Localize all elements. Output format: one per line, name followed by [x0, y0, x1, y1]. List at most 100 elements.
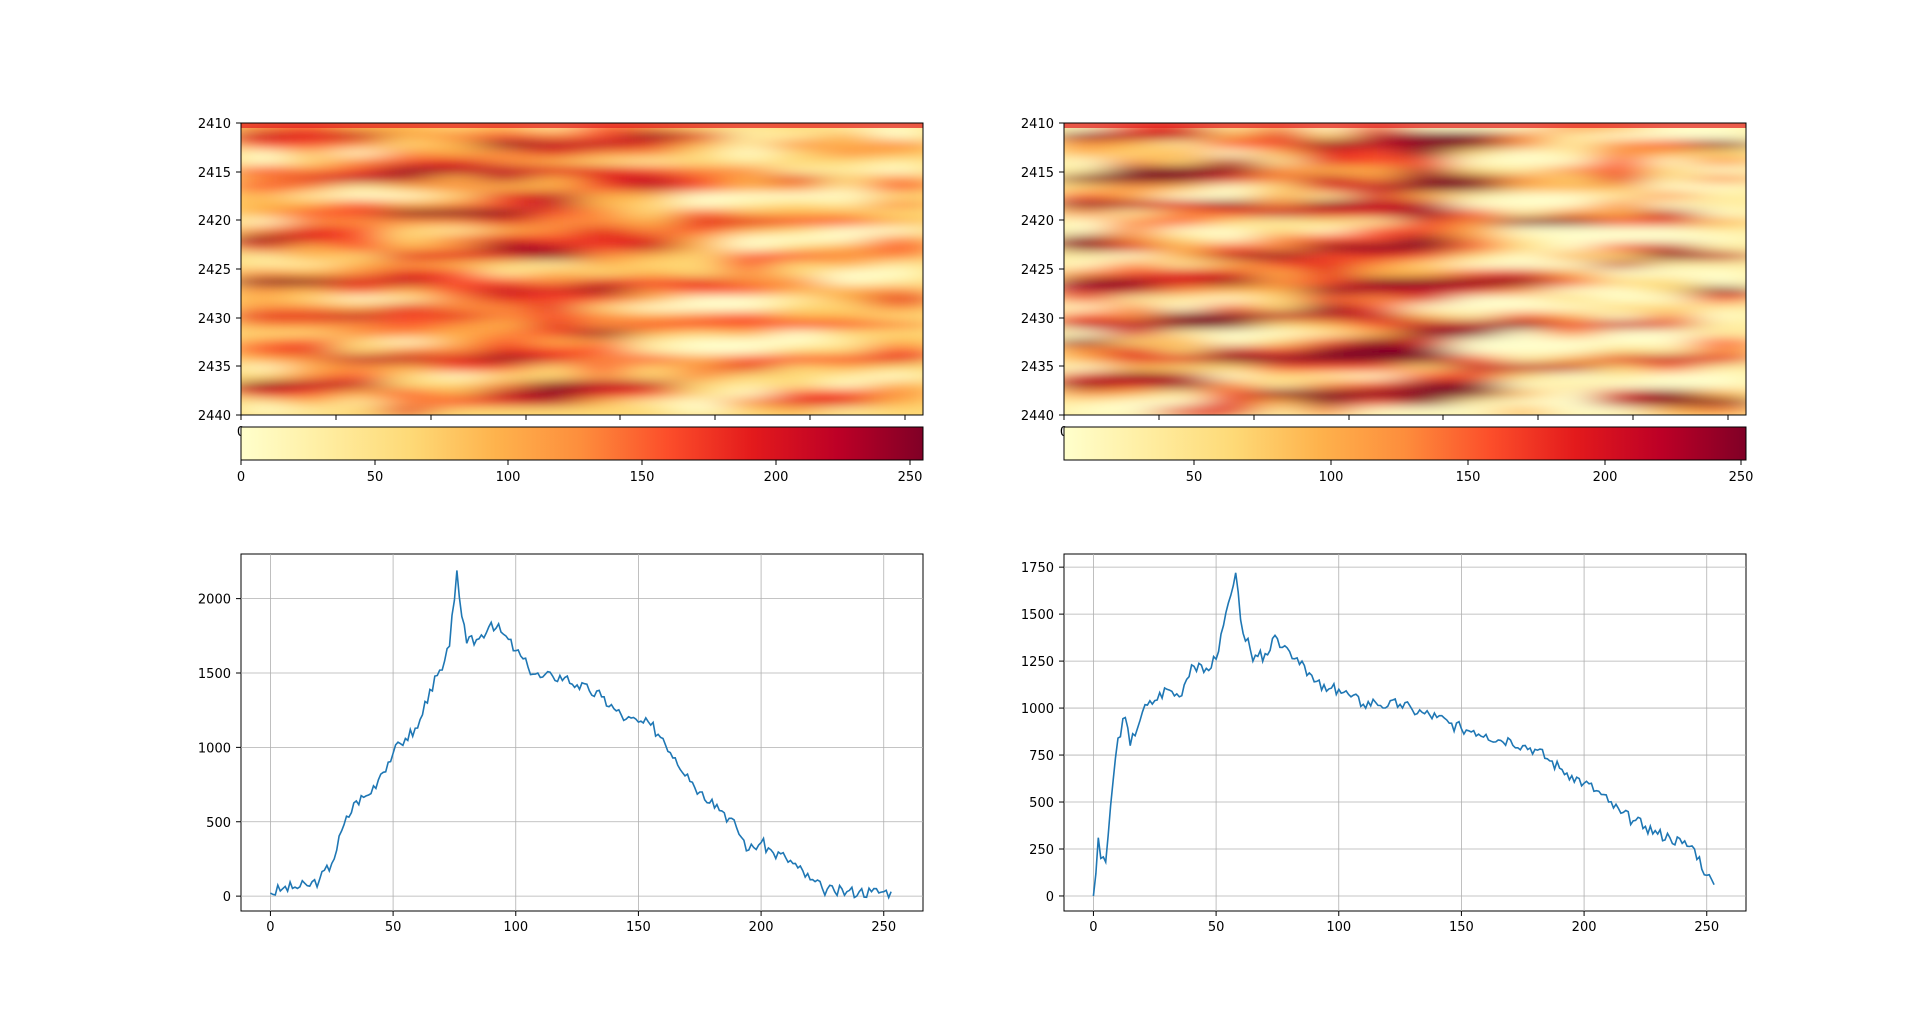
heatmap-2-cell	[1303, 234, 1361, 245]
heatmap-2-cell	[1595, 380, 1653, 391]
heatmap-2-cell	[1352, 329, 1409, 339]
line-chart-2-ytick-label: 1750	[1021, 561, 1054, 576]
heatmap-1-cell	[383, 286, 440, 296]
heatmap-1-cell	[480, 243, 538, 253]
heatmap-2-cell	[1352, 260, 1409, 270]
heatmap-2-cell	[1449, 208, 1507, 219]
heatmap-2-cell	[1449, 157, 1507, 167]
heatmap-2-cell	[1254, 226, 1312, 236]
heatmap-2-cell	[1254, 157, 1312, 167]
heatmap-1-cell	[578, 140, 635, 150]
heatmap-1-cell	[480, 311, 538, 322]
heatmap-1-cell	[724, 311, 781, 322]
heatmap-1-cell	[334, 148, 392, 159]
heatmap-2-cell	[1595, 217, 1653, 228]
heatmap-2-cell	[1693, 251, 1746, 262]
heatmap-2-cell	[1303, 286, 1361, 296]
heatmap-2-cell	[1254, 372, 1312, 382]
heatmap-2-cell	[1401, 217, 1458, 228]
heatmap-1-cell	[241, 165, 294, 176]
heatmap-2-cell	[1644, 260, 1702, 270]
heatmap-1-cell	[626, 251, 684, 262]
heatmap-2-cell	[1108, 320, 1166, 331]
heatmap-1-cell	[821, 217, 879, 228]
heatmap-1-cell	[724, 269, 781, 279]
heatmap-1-cell	[626, 294, 684, 305]
heatmap-1-cell	[285, 337, 343, 348]
heatmap-1-cell	[431, 337, 489, 348]
heatmap-2-cell	[1108, 200, 1166, 210]
line-chart-1-xtick-label: 150	[626, 920, 651, 935]
heatmap-1-cell	[772, 389, 830, 399]
heatmap-2-cell	[1352, 157, 1409, 167]
heatmap-1-cell	[626, 260, 684, 270]
heatmap-2-cell	[1644, 183, 1702, 193]
heatmap-2-cell	[1157, 191, 1215, 202]
heatmap-2-cell	[1401, 286, 1458, 296]
heatmap-2-cell	[1401, 372, 1458, 382]
heatmap-1-cell	[334, 269, 392, 279]
heatmap-2-cell	[1352, 363, 1409, 374]
heatmap-2-cell	[1108, 269, 1166, 279]
heatmap-1-cell	[285, 329, 343, 339]
heatmap-1-cell	[724, 165, 781, 176]
heatmap-2-cell	[1693, 243, 1746, 253]
heatmap-2-cell	[1547, 174, 1604, 185]
heatmap-1-bands	[241, 123, 923, 415]
heatmap-2-cell	[1352, 226, 1409, 236]
heatmap-1-cell	[480, 131, 538, 142]
line-chart-1-x-ticks: 0 50 100 150 200 250	[266, 920, 896, 935]
heatmap-1-cell	[870, 286, 923, 296]
heatmap-1-cell	[241, 372, 294, 382]
heatmap-1-cell	[383, 354, 440, 365]
heatmap-2-cell	[1498, 363, 1556, 374]
colorbar-2-tick-label: 250	[1729, 470, 1754, 485]
heatmap-2-cell	[1352, 406, 1409, 415]
heatmap-2-cell	[1644, 140, 1702, 150]
heatmap-1-cell	[772, 406, 830, 415]
heatmap-1-cell	[870, 183, 923, 193]
heatmap-1-ytick-label: 2420	[198, 214, 231, 229]
heatmap-2-cell	[1254, 354, 1312, 365]
heatmap-1-cell	[529, 346, 586, 356]
heatmap-2-cell	[1498, 174, 1556, 185]
heatmap-2-cell	[1303, 157, 1361, 167]
heatmap-2-cell	[1644, 208, 1702, 219]
heatmap-1-cell	[724, 260, 781, 270]
heatmap-1-cell	[675, 389, 733, 399]
line-chart-1-xtick-label: 50	[385, 920, 402, 935]
heatmap-2-cell	[1157, 406, 1215, 415]
heatmap-1-cell	[870, 372, 923, 382]
heatmap-1-cell	[431, 243, 489, 253]
heatmap-2-cell	[1064, 183, 1117, 193]
heatmap-1-cell	[578, 397, 635, 408]
heatmap-1-cell	[821, 251, 879, 262]
heatmap-1-cell	[241, 234, 294, 245]
heatmap-1-cell	[772, 131, 830, 142]
heatmap-2-cell	[1644, 397, 1702, 408]
heatmap-1-cell	[870, 140, 923, 150]
heatmap-1-cell	[383, 157, 440, 167]
heatmap-2-cell	[1644, 217, 1702, 228]
heatmap-2-cell	[1352, 234, 1409, 245]
heatmap-2-cell	[1693, 354, 1746, 365]
heatmap-1-cell	[383, 346, 440, 356]
heatmap-2-cell	[1352, 337, 1409, 348]
heatmap-2-cell	[1206, 183, 1263, 193]
line-chart-1-grid	[236, 554, 923, 916]
heatmap-2-cell	[1157, 389, 1215, 399]
heatmap-2-cell	[1157, 157, 1215, 167]
heatmap-1-cell	[383, 311, 440, 322]
heatmap-2-cell	[1206, 148, 1263, 159]
heatmap-2-cell	[1254, 294, 1312, 305]
heatmap-2-cell	[1206, 354, 1263, 365]
heatmap-1-cell	[870, 251, 923, 262]
heatmap-2-cell	[1693, 303, 1746, 313]
heatmap-2-cell	[1254, 200, 1312, 210]
heatmap-2-cell	[1644, 277, 1702, 288]
heatmap-1-cell	[241, 286, 294, 296]
heatmap-2-cell	[1498, 131, 1556, 142]
heatmap-1-cell	[578, 208, 635, 219]
heatmap-1-ytick-label: 2425	[198, 263, 231, 278]
heatmap-1-cell	[431, 380, 489, 391]
